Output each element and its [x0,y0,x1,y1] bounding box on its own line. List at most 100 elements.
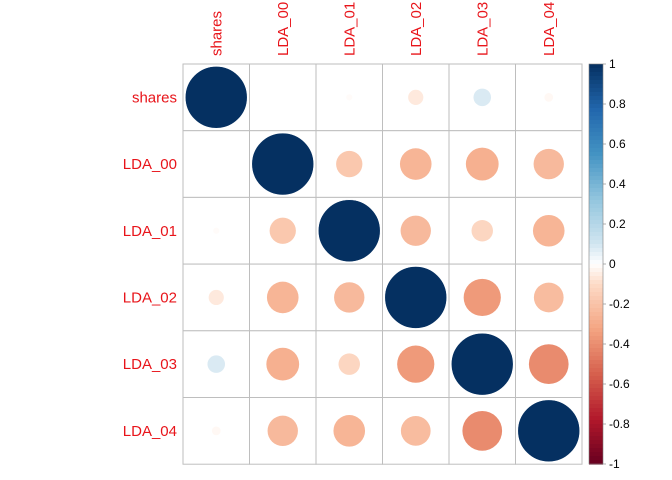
colorbar-segment [589,372,603,377]
column-label-LDA_03: LDA_03 [474,2,491,56]
colorbar-segment [589,376,603,381]
grid-cell [515,263,583,332]
colorbar-tick-label: -0.6 [609,377,630,391]
colorbar-segment [589,392,603,397]
colorbar-segment [589,204,603,209]
colorbar-segment [589,88,603,93]
colorbar-segment [589,76,603,81]
colorbar-segment [589,180,603,185]
colorbar-segment [589,360,603,365]
colorbar-segment [589,316,603,321]
column-label-LDA_01: LDA_01 [341,2,358,56]
colorbar-segment [589,64,603,69]
matrix-grid [182,63,583,465]
correlation-circle-shares-shares [184,66,248,129]
colorbar-segment [589,144,603,149]
column-label-LDA_02: LDA_02 [408,2,425,56]
colorbar-segment [589,296,603,301]
correlation-circle-LDA_02-shares [208,289,224,306]
colorbar-tick-label: -0.4 [609,337,630,351]
correlation-circle-LDA_02-LDA_00 [266,281,299,314]
colorbar-segment [589,256,603,261]
colorbar-segment [589,212,603,217]
grid-cell [249,63,317,132]
correlation-circle-LDA_00-LDA_04 [533,148,564,180]
colorbar-segment [589,280,603,285]
colorbar-segment [589,116,603,121]
colorbar-segment [589,300,603,305]
colorbar-segment [589,432,603,437]
colorbar-segment [589,440,603,445]
correlation-circle-LDA_03-LDA_03 [450,332,514,396]
column-label-shares: shares [208,11,225,56]
colorbar-segment [589,404,603,409]
colorbar-segment [589,92,603,97]
colorbar-segment [589,244,603,249]
grid-cell [182,130,250,198]
colorbar-segment [589,68,603,73]
colorbar-segment [589,336,603,341]
correlation-circle-shares-LDA_01 [346,94,353,101]
grid-cell [382,130,450,198]
colorbar-tick-label: -0.8 [609,417,630,431]
colorbar-segment [589,236,603,241]
colorbar-segment [589,192,603,197]
colorbar-tick-label: 0.2 [609,217,626,231]
colorbar-tick-label: 0.4 [609,177,626,191]
colorbar-segment [589,220,603,225]
colorbar-segment [589,128,603,133]
colorbar-segment [589,412,603,417]
colorbar-segment [589,424,603,429]
colorbar-segment [589,344,603,349]
colorbar-segment [589,288,603,293]
colorbar-segment [589,332,603,337]
colorbar-segment [589,136,603,141]
colorbar-segment [589,104,603,109]
colorbar-segment [589,268,603,273]
row-labels: shares LDA_00 LDA_01 LDA_02 LDA_03 LDA_04 [123,89,177,440]
colorbar-segment [589,328,603,333]
colorbar-segment [589,108,603,113]
colorbar-tick-label: -1 [609,457,620,471]
colorbar-segment [589,420,603,425]
colorbar-tick-label: 0.6 [609,137,626,151]
correlation-circle-LDA_01-LDA_00 [269,217,296,244]
row-label-LDA_02: LDA_02 [123,289,177,306]
colorbar-segment [589,184,603,189]
colorbar-segment [589,224,603,229]
grid-cell [382,196,450,265]
colorbar-segment [589,352,603,357]
correlation-circle-LDA_01-LDA_03 [471,220,493,242]
colorbar-segment [589,164,603,169]
row-label-LDA_04: LDA_04 [123,423,177,440]
colorbar-segment [589,80,603,85]
correlation-circle-LDA_04-LDA_03 [462,411,503,451]
correlation-circle-LDA_00-LDA_02 [399,148,432,180]
colorbar-segment [589,436,603,441]
colorbar-segment [589,320,603,325]
correlation-circle-LDA_01-LDA_01 [317,199,381,263]
colorbar-segment [589,324,603,329]
colorbar-segment [589,168,603,173]
colorbar-segment [589,444,603,449]
colorbar-segment [589,84,603,89]
correlation-circle-LDA_04-LDA_02 [400,415,431,446]
correlation-circle-LDA_00-LDA_03 [465,147,499,181]
colorbar-tick-label: -0.2 [609,297,630,311]
correlation-circle-LDA_01-LDA_02 [400,215,431,246]
colorbar-segment [589,120,603,125]
correlation-circle-shares-LDA_02 [408,89,424,105]
colorbar-segment [589,148,603,153]
colorbar-segment [589,380,603,385]
correlation-circle-LDA_02-LDA_01 [334,282,365,313]
correlation-circle-LDA_04-shares [211,426,221,436]
colorbar-segment [589,304,603,309]
correlation-circle-LDA_03-LDA_02 [397,345,435,383]
correlation-circle-LDA_02-LDA_03 [463,278,501,317]
correlation-circle-shares-LDA_04 [544,92,554,102]
row-label-LDA_03: LDA_03 [123,356,177,373]
colorbar-tick-label: 1 [609,57,616,71]
correlation-circle-LDA_03-LDA_00 [266,347,300,381]
colorbar-segment [589,248,603,253]
